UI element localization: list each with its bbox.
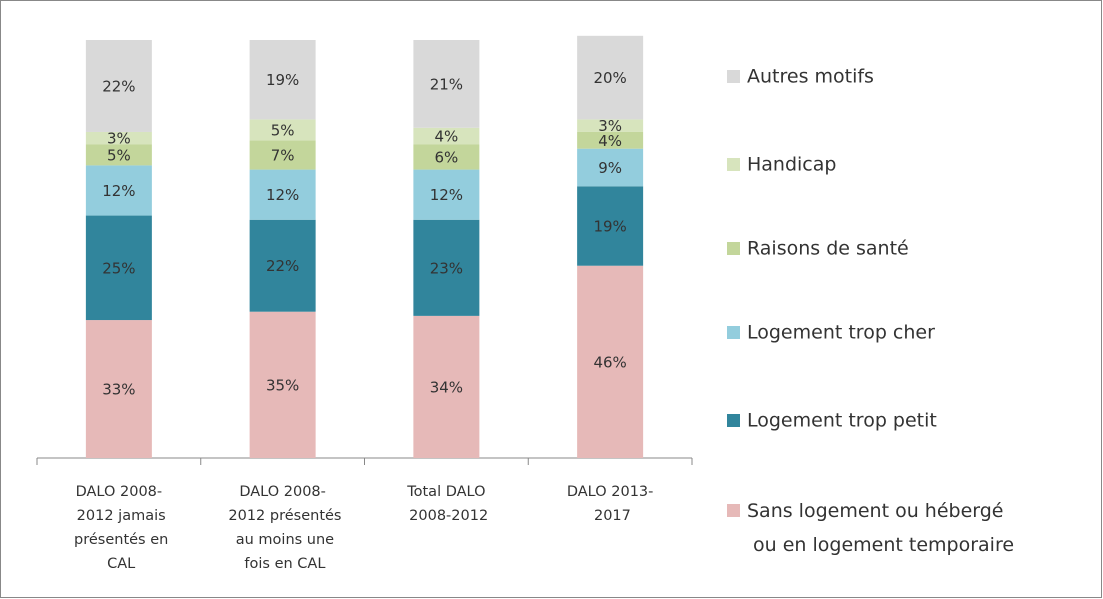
legend-label: Logement trop petit — [747, 410, 937, 432]
legend-swatch — [727, 326, 740, 339]
legend-label: Raisons de santé — [747, 238, 909, 260]
bar-segment — [413, 144, 480, 170]
data-label: 3% — [598, 117, 622, 135]
data-label: 35% — [266, 376, 299, 394]
legend-swatch — [727, 70, 740, 83]
bar-segment — [413, 315, 480, 458]
data-label: 5% — [271, 121, 295, 139]
bar-segment — [249, 311, 316, 458]
legend-swatch — [727, 158, 740, 171]
legend-label: Autres motifs — [747, 66, 874, 88]
legend-swatch — [727, 414, 740, 427]
data-label: 34% — [430, 378, 463, 396]
data-label: 7% — [271, 146, 295, 164]
data-label: 20% — [593, 69, 626, 87]
x-tick-label: Total DALO 2008-2012 — [405, 484, 489, 524]
data-label: 12% — [266, 186, 299, 204]
legend-label: Handicap — [747, 154, 836, 176]
data-label: 5% — [107, 146, 131, 164]
legend-swatch — [727, 242, 740, 255]
x-tick-label: DALO 2008- 2012 présentés au moins une f… — [224, 484, 342, 572]
data-label: 4% — [598, 132, 622, 150]
data-label: 22% — [102, 77, 135, 95]
bar-segment — [249, 119, 316, 141]
x-tick-label: DALO 2008- 2012 jamais présentés en CAL — [69, 484, 168, 572]
bar-segment — [577, 119, 644, 132]
data-label: 12% — [430, 186, 463, 204]
data-label: 19% — [266, 71, 299, 89]
data-label: 33% — [102, 381, 135, 399]
bar-segment — [85, 165, 152, 216]
bar-segment — [413, 169, 480, 220]
bar-segment — [249, 169, 316, 220]
data-label: 19% — [593, 218, 626, 236]
legend-swatch — [727, 504, 740, 517]
data-label: 21% — [430, 75, 463, 93]
bar-segment — [413, 219, 480, 316]
bar-segment — [413, 40, 480, 128]
bar-segment — [85, 144, 152, 166]
data-label: 3% — [107, 130, 131, 148]
bar-segment — [413, 127, 480, 145]
bar-segment — [249, 40, 316, 120]
bar-segment — [577, 131, 644, 149]
bar-segment — [249, 140, 316, 170]
bar-segment — [577, 35, 644, 120]
bar-segment — [85, 215, 152, 321]
bar-segment — [577, 186, 644, 266]
bar-segment — [577, 148, 644, 187]
legend-label: Sans logement ou hébergé ou en logement … — [747, 500, 1014, 556]
bar-segment — [85, 320, 152, 458]
data-label: 9% — [598, 159, 622, 177]
x-tick-label: DALO 2013- 2017 — [567, 484, 654, 524]
data-label: 25% — [102, 259, 135, 277]
bar-segment — [577, 265, 644, 458]
legend-label: Logement trop cher — [747, 322, 935, 344]
data-label: 22% — [266, 257, 299, 275]
data-label: 23% — [430, 259, 463, 277]
data-label: 12% — [102, 182, 135, 200]
data-label: 4% — [434, 128, 458, 146]
bar-segment — [85, 40, 152, 132]
data-label: 46% — [593, 353, 626, 371]
bar-segment — [85, 131, 152, 145]
bar-segment — [249, 219, 316, 312]
data-label: 6% — [434, 149, 458, 167]
